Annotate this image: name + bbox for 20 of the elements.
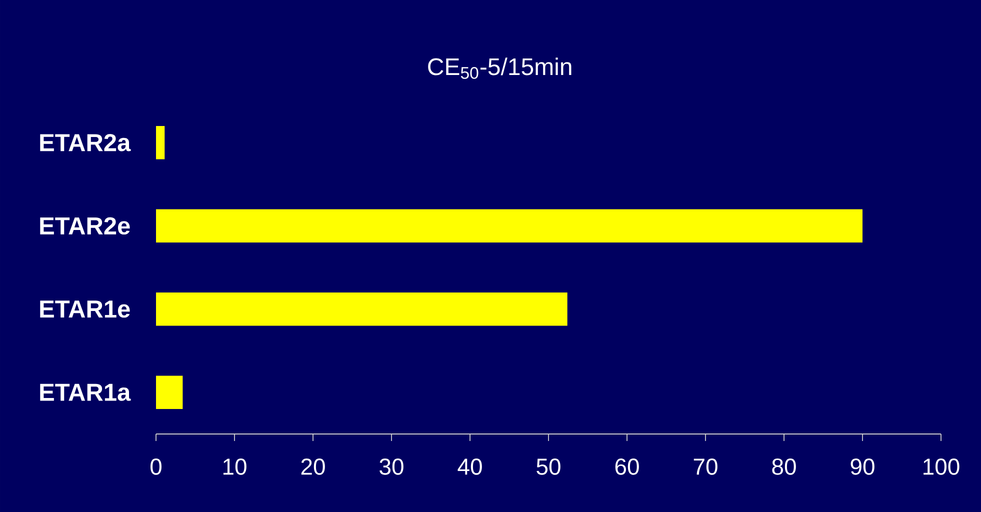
y-tick-label: ETAR2e [40, 217, 130, 235]
bar [156, 209, 863, 243]
x-tick-label: 10 [223, 458, 246, 475]
y-tick-label: ETAR1a [40, 384, 131, 401]
x-tick-label: 60 [615, 458, 639, 475]
bar [156, 376, 183, 410]
bar [156, 126, 165, 160]
y-tick-label: ETAR1e [40, 300, 130, 318]
x-tick-label: 100 [924, 458, 960, 475]
x-tick-label: 50 [536, 458, 560, 475]
chart-title: CE$_{50}$-5/15min [428, 58, 572, 79]
x-tick-label: 0 [150, 458, 162, 475]
x-tick-label: 70 [694, 458, 718, 475]
bar [156, 292, 568, 326]
x-tick-label: 40 [458, 458, 482, 475]
x-tick-label: 30 [380, 458, 404, 475]
y-tick-label: ETAR2a [40, 134, 131, 152]
x-tick-label: 20 [301, 458, 325, 475]
x-tick-label: 90 [850, 458, 874, 475]
x-tick-label: 80 [772, 458, 796, 475]
